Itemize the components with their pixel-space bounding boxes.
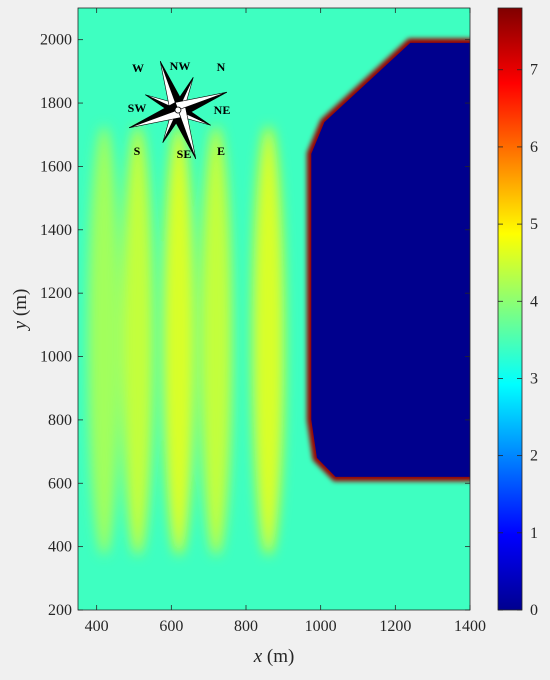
y-tick-label: 1600 — [40, 158, 72, 175]
x-tick-label: 1000 — [305, 618, 337, 635]
colorbar-tick-label: 1 — [530, 525, 538, 542]
y-tick-label: 1000 — [40, 349, 72, 366]
y-tick-label: 1400 — [40, 222, 72, 239]
wave-band — [200, 125, 233, 556]
y-tick-label: 1800 — [40, 95, 72, 112]
y-tick-label: 400 — [48, 539, 72, 556]
colorbar-frame — [497, 7, 523, 611]
colorbar-tick-label: 7 — [530, 62, 538, 79]
y-tick-label: 800 — [48, 412, 72, 429]
y-tick-label: 600 — [48, 475, 72, 492]
compass-label: NE — [214, 103, 231, 117]
y-axis-label: y (m) — [10, 289, 31, 332]
wave-band — [252, 125, 285, 556]
colorbar-tick-label: 0 — [530, 602, 538, 619]
colorbar-tick-label: 2 — [530, 448, 538, 465]
colorbar-tick-label: 5 — [530, 216, 538, 233]
compass-point — [129, 109, 182, 129]
y-tick-label: 2000 — [40, 32, 72, 49]
x-tick-label: 1400 — [454, 618, 486, 635]
compass-label: SE — [177, 147, 192, 161]
wave-bands — [88, 125, 285, 556]
plot-frame — [77, 7, 471, 611]
compass-label: S — [134, 144, 141, 158]
colorbar-tick-label: 4 — [530, 293, 538, 310]
land-mass — [311, 42, 470, 477]
x-tick-label: 1200 — [379, 618, 411, 635]
compass-center — [174, 106, 182, 114]
compass-label: N — [217, 60, 226, 74]
compass-label: E — [217, 144, 225, 158]
wave-band — [88, 125, 121, 556]
compass-rose: N NW W SW S SE E NE — [128, 59, 231, 161]
compass-label: SW — [128, 101, 147, 115]
field-layer — [78, 8, 470, 610]
colorbar — [498, 8, 522, 610]
x-tick-label: 600 — [159, 618, 183, 635]
y-tick-label: 200 — [48, 602, 72, 619]
y-tick-label: 1200 — [40, 285, 72, 302]
wave-band — [121, 125, 154, 556]
compass-label: W — [132, 61, 144, 75]
x-axis-ticks: 400 600 800 1000 1200 1400 — [85, 8, 486, 635]
x-axis-label: x (m) — [253, 646, 295, 667]
compass-label: NW — [170, 59, 191, 73]
colorbar-tick-label: 6 — [530, 139, 538, 156]
compass-point — [177, 106, 197, 159]
y-axis-ticks: 200 400 600 800 1000 1200 1400 1600 1800 2000 — [40, 32, 470, 619]
x-tick-label: 400 — [85, 618, 109, 635]
x-tick-label: 800 — [234, 618, 258, 635]
colorbar-ticks: 0 1 2 3 4 5 6 7 — [498, 62, 538, 619]
colorbar-tick-label: 3 — [530, 370, 538, 387]
wave-band — [162, 125, 195, 556]
